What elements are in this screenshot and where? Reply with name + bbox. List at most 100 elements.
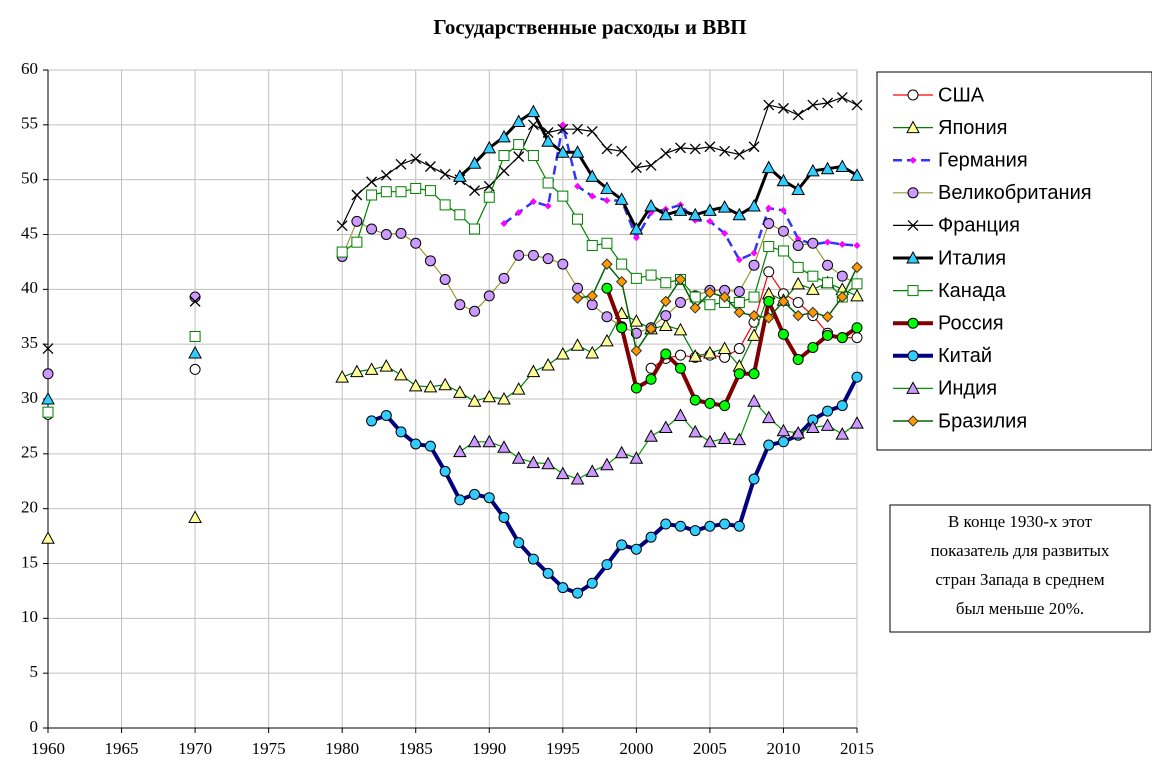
marker [511,114,526,128]
marker [733,306,746,319]
marker [907,285,919,297]
marker [660,147,672,159]
marker [907,415,919,427]
marker [733,520,745,532]
marker [704,299,716,311]
y-tick-label: 0 [30,717,39,736]
marker [555,346,570,360]
marker [660,277,672,289]
x-tick-label: 1985 [399,739,433,758]
marker [660,518,672,530]
marker [439,168,451,180]
marker [570,145,585,158]
marker [483,191,495,203]
y-tick-label: 35 [21,333,38,352]
x-tick-label: 1990 [472,739,506,758]
marker [557,258,569,270]
marker [424,161,436,172]
marker [439,199,451,211]
marker [424,255,436,267]
marker [482,434,497,448]
marker [850,416,864,429]
legend-label: Япония [938,117,1007,139]
marker [601,237,613,249]
marker [336,246,348,258]
marker [748,291,760,303]
marker [835,159,850,173]
y-tick-label: 15 [21,552,38,571]
marker [777,245,789,257]
x-tick-label: 2005 [693,739,727,758]
marker [836,291,848,303]
marker [469,305,481,317]
marker [482,389,497,403]
marker [614,445,629,459]
legend-label: США [938,84,985,106]
legend-label: Китай [938,345,992,367]
marker [836,91,848,103]
marker [469,185,481,197]
marker [424,185,436,197]
marker [469,223,481,235]
marker [853,241,861,249]
marker [616,322,628,334]
marker [498,511,510,523]
marker [542,177,554,189]
y-tick-label: 10 [21,607,38,626]
y-tick-label: 20 [21,498,38,517]
marker [748,259,760,271]
marker [763,295,775,307]
marker [350,364,364,378]
y-tick-label: 50 [21,169,38,188]
marker [851,278,863,290]
marker [544,202,552,210]
marker [498,165,510,177]
marker [570,472,585,485]
x-tick-label: 1975 [252,739,286,758]
marker [630,345,643,357]
marker [513,151,525,163]
marker [630,162,642,174]
legend-label: Италия [938,247,1006,269]
x-tick-label: 1960 [31,739,65,758]
marker [614,192,629,205]
marker [717,431,732,444]
marker [674,349,686,361]
marker [600,457,614,471]
marker [673,408,688,421]
series-line [458,110,858,231]
marker [526,455,541,469]
legend-label: Германия [938,149,1028,171]
series-line [341,96,858,226]
marker [42,368,54,380]
marker [601,311,613,323]
marker [850,288,864,302]
marker [603,197,611,205]
marker [674,520,686,532]
marker [792,261,804,273]
marker [585,345,600,359]
marker [410,182,422,194]
marker [585,464,600,477]
marker [570,338,585,351]
marker [820,418,835,431]
marker [483,290,495,302]
marker [907,187,919,199]
marker [410,153,422,165]
marker [380,169,392,181]
marker [851,332,863,344]
marker [721,229,729,237]
marker [585,169,600,182]
y-tick-label: 5 [30,662,39,681]
marker [555,145,570,158]
y-tick-label: 45 [21,223,38,242]
marker [629,314,644,327]
marker [438,377,452,391]
marker [511,382,526,395]
marker [586,577,598,589]
marker [629,221,644,235]
marker [807,306,819,319]
y-tick-label: 60 [21,59,38,78]
marker [703,434,717,448]
